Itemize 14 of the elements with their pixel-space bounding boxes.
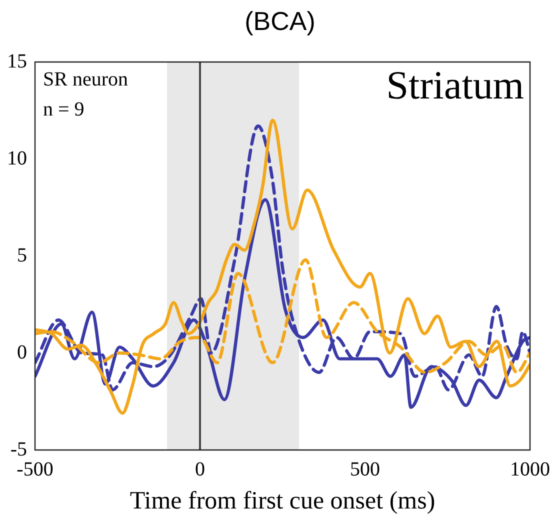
x-tick-label: 1000 (510, 458, 550, 480)
x-tick-label: 0 (195, 458, 205, 480)
annotation: SR neuron (43, 68, 128, 90)
chart-title: (BCA) (244, 6, 316, 37)
annotation: Striatum (386, 62, 524, 108)
x-tick-label: 500 (350, 458, 380, 480)
y-tick-label: 10 (7, 147, 27, 170)
x-tick-label: -500 (16, 458, 54, 480)
x-axis-title: Time from first cue onset (ms) (130, 488, 436, 515)
annotation: n = 9 (43, 98, 84, 120)
y-tick-label: 15 (7, 50, 27, 72)
y-tick-label: 5 (17, 244, 27, 266)
y-tick-label: -5 (10, 438, 27, 460)
y-tick-label: 0 (17, 341, 27, 364)
